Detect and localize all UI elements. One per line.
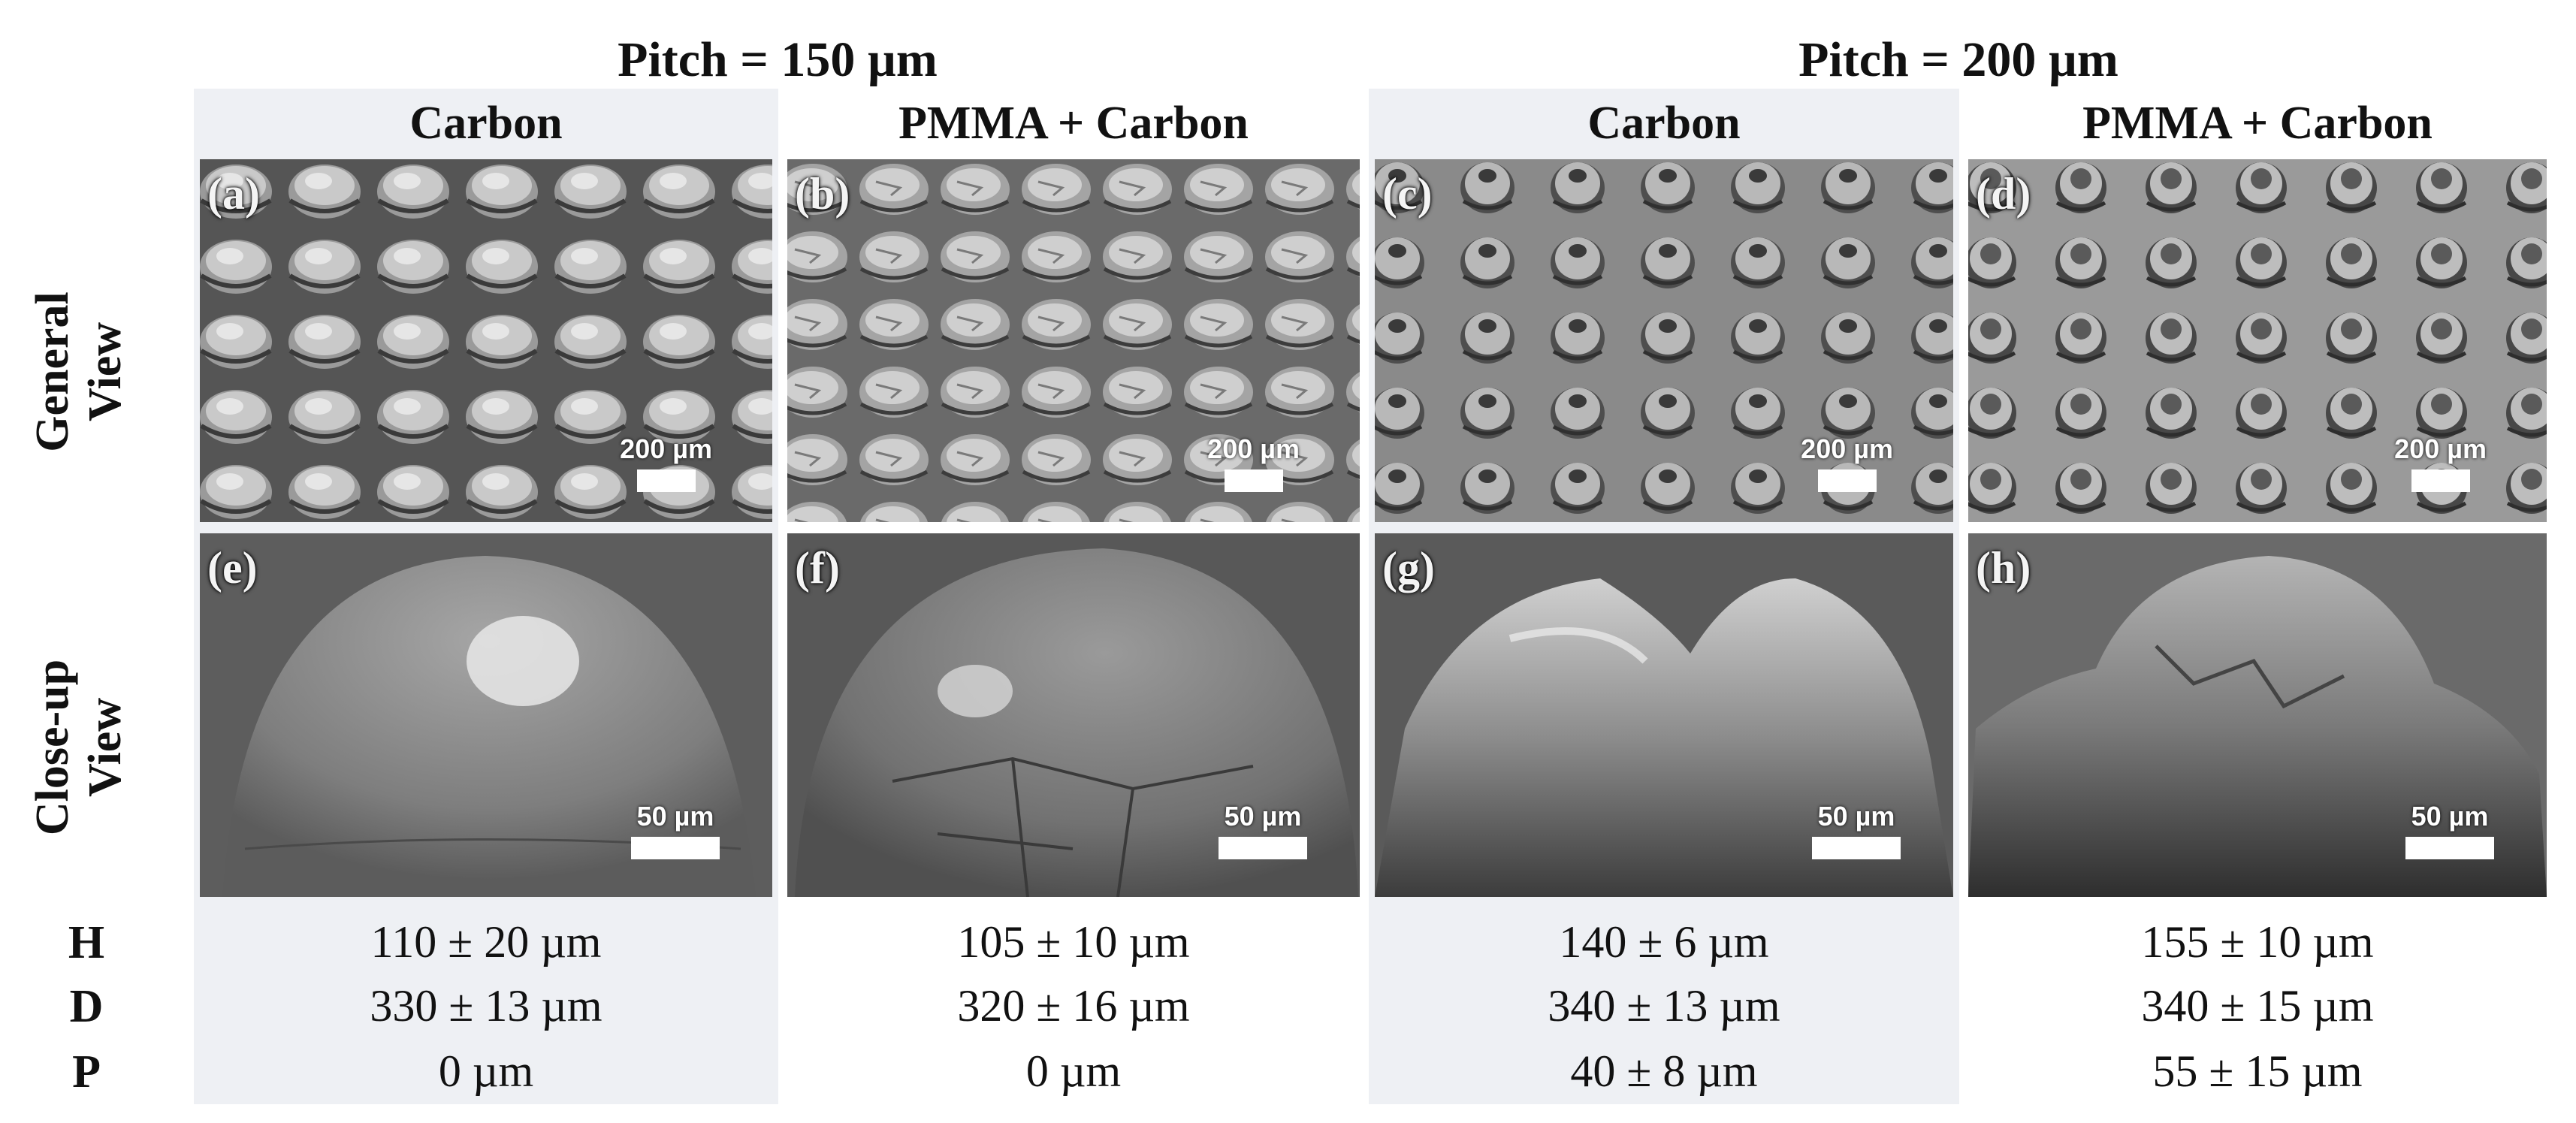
sem-panel-e: (e) 50 µm	[200, 533, 772, 897]
scale-bar-d: 200 µm	[2394, 433, 2487, 492]
column-header-3: Carbon	[1587, 98, 1741, 149]
measure-d-col4: 340 ± 15 µm	[2141, 981, 2374, 1031]
scale-bar-a: 200 µm	[620, 433, 712, 492]
sem-image-general-c	[1375, 159, 1953, 522]
scale-bar-text-f: 50 µm	[1224, 801, 1302, 832]
row-label-general-line1: General	[27, 291, 78, 452]
sem-panel-b: (b) 200 µm	[787, 159, 1360, 522]
column-header-2: PMMA + Carbon	[898, 98, 1249, 149]
column-header-1: Carbon	[409, 98, 563, 149]
scale-bar-h: 50 µm	[2405, 801, 2494, 859]
scale-bar-text-a: 200 µm	[620, 433, 712, 464]
scale-bar-c: 200 µm	[1801, 433, 1893, 492]
measure-h-col3: 140 ± 6 µm	[1559, 917, 1769, 967]
panel-label-h: (h)	[1976, 543, 2031, 593]
scale-bar-line-e	[631, 837, 720, 859]
row-label-closeup-line2: View	[80, 698, 131, 797]
panel-label-c: (c)	[1382, 169, 1433, 219]
measure-p-col4: 55 ± 15 µm	[2152, 1046, 2363, 1096]
sem-image-general-a	[200, 159, 772, 522]
row-label-closeup-line1: Close-up	[27, 659, 78, 836]
scale-bar-line-h	[2405, 837, 2494, 859]
scale-bar-text-d: 200 µm	[2394, 433, 2487, 464]
scale-bar-line-c	[1817, 469, 1877, 492]
sem-image-closeup-f	[787, 533, 1360, 897]
scale-bar-line-g	[1812, 837, 1901, 859]
sem-image-general-d	[1968, 159, 2547, 522]
sem-image-closeup-e	[200, 533, 772, 897]
panel-label-a: (a)	[207, 169, 260, 219]
panel-label-e: (e)	[207, 543, 258, 593]
pitch-header-200: Pitch = 200 µm	[1798, 32, 2118, 87]
measure-p-col3: 40 ± 8 µm	[1570, 1046, 1758, 1096]
panel-label-b: (b)	[795, 169, 850, 219]
measure-label-d: D	[69, 981, 104, 1032]
scale-bar-f: 50 µm	[1219, 801, 1307, 859]
measure-p-col2: 0 µm	[1025, 1046, 1122, 1096]
scale-bar-line-b	[1224, 469, 1283, 492]
scale-bar-line-f	[1219, 837, 1307, 859]
sem-panel-h: (h) 50 µm	[1968, 533, 2547, 897]
panel-label-d: (d)	[1976, 169, 2031, 219]
measure-h-col4: 155 ± 10 µm	[2141, 917, 2374, 967]
column-header-4: PMMA + Carbon	[2082, 98, 2433, 149]
scale-bar-e: 50 µm	[631, 801, 720, 859]
measure-d-col2: 320 ± 16 µm	[957, 981, 1190, 1031]
row-label-general-line2: View	[80, 322, 131, 421]
scale-bar-text-g: 50 µm	[1817, 801, 1895, 832]
measure-p-col1: 0 µm	[438, 1046, 534, 1096]
scale-bar-line-d	[2411, 469, 2470, 492]
scale-bar-g: 50 µm	[1812, 801, 1901, 859]
panel-label-g: (g)	[1382, 543, 1435, 593]
scale-bar-text-b: 200 µm	[1207, 433, 1300, 464]
measure-d-col3: 340 ± 13 µm	[1548, 981, 1780, 1031]
measure-h-col1: 110 ± 20 µm	[370, 917, 602, 967]
measure-d-col1: 330 ± 13 µm	[370, 981, 602, 1031]
measure-label-p: P	[72, 1046, 101, 1097]
scale-bar-text-e: 50 µm	[636, 801, 714, 832]
row-label-general: General View	[26, 199, 139, 545]
sem-panel-a: (a) 200 µm	[200, 159, 772, 522]
sem-panel-d: (d) 200 µm	[1968, 159, 2547, 522]
sem-image-general-b	[787, 159, 1360, 522]
sem-panel-g: (g) 50 µm	[1375, 533, 1953, 897]
sem-panel-f: (f) 50 µm	[787, 533, 1360, 897]
sem-image-closeup-h	[1968, 533, 2547, 897]
sem-panel-c: (c) 200 µm	[1375, 159, 1953, 522]
pitch-header-150: Pitch = 150 µm	[618, 32, 938, 87]
scale-bar-text-c: 200 µm	[1801, 433, 1893, 464]
measure-label-h: H	[68, 917, 105, 968]
scale-bar-line-a	[636, 469, 696, 492]
scale-bar-b: 200 µm	[1207, 433, 1300, 492]
panel-label-f: (f)	[795, 543, 840, 593]
sem-image-closeup-g	[1375, 533, 1953, 897]
measure-h-col2: 105 ± 10 µm	[957, 917, 1190, 967]
scale-bar-text-h: 50 µm	[2411, 801, 2489, 832]
row-label-closeup: Close-up View	[26, 575, 139, 920]
